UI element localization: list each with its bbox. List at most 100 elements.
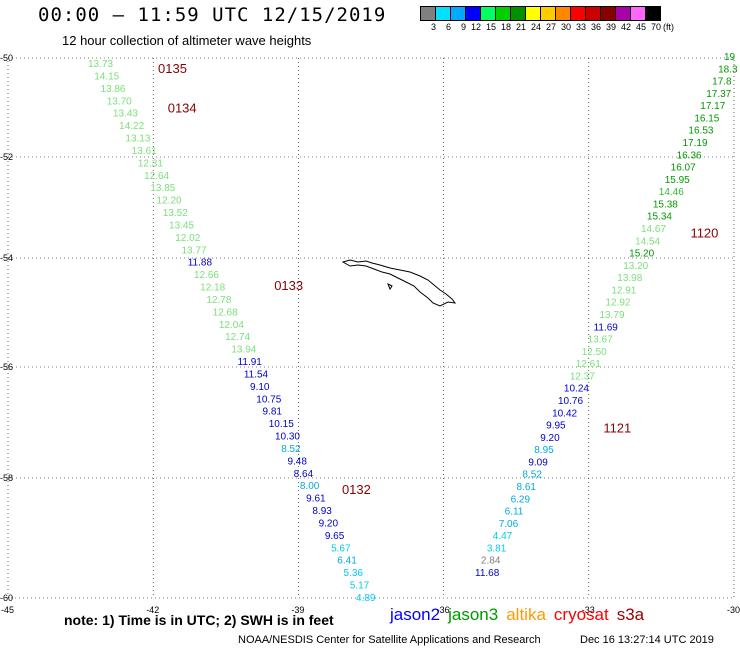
wave-height-label: 16.15 bbox=[694, 113, 719, 124]
wave-height-label: 6.11 bbox=[505, 507, 524, 518]
page-subtitle: 12 hour collection of altimeter wave hei… bbox=[62, 33, 312, 48]
lon-tick-label: -45 bbox=[1, 605, 14, 615]
wave-height-label: 8.00 bbox=[300, 481, 320, 492]
lat-tick-label: -58 bbox=[0, 473, 13, 483]
wave-height-label: 8.64 bbox=[294, 469, 314, 480]
wave-height-label: 12.64 bbox=[144, 171, 169, 182]
wave-height-label: 13.79 bbox=[600, 310, 625, 321]
colorbar-label: 42 bbox=[620, 22, 631, 32]
wave-height-label: 9.95 bbox=[546, 421, 566, 432]
generated-timestamp: Dec 16 13:27:14 UTC 2019 bbox=[580, 634, 714, 646]
wave-height-label: 14.46 bbox=[659, 187, 684, 198]
wave-height-label: 6.41 bbox=[337, 556, 357, 567]
colorbar-label: 33 bbox=[575, 22, 586, 32]
wave-height-label: 12.74 bbox=[225, 332, 250, 343]
wave-height-label: 14.54 bbox=[635, 236, 660, 247]
wave-height-label: 14.22 bbox=[119, 121, 144, 132]
wave-height-label: 18.3 bbox=[718, 64, 738, 75]
wave-height-label: 12.20 bbox=[157, 196, 182, 207]
wave-height-label: 3.81 bbox=[487, 543, 507, 554]
wave-height-label: 12.04 bbox=[219, 320, 244, 331]
wave-height-label: 12.78 bbox=[206, 295, 231, 306]
colorbar-label: 18 bbox=[500, 22, 511, 32]
wave-height-label: 8.93 bbox=[312, 506, 332, 517]
legend-item: jason2 bbox=[390, 605, 441, 624]
wave-height-label: 12.18 bbox=[200, 283, 225, 294]
wave-height-label: 8.61 bbox=[517, 482, 537, 493]
wave-height-label: 13.45 bbox=[169, 220, 194, 231]
wave-height-label: 13.52 bbox=[163, 208, 188, 219]
colorbar-label: 9 bbox=[460, 22, 466, 32]
colorbar-label: 12 bbox=[470, 22, 481, 32]
wave-height-label: 17.37 bbox=[706, 89, 731, 100]
wave-height-label: 17.17 bbox=[700, 101, 725, 112]
pass-id-label: 0132 bbox=[342, 482, 371, 497]
colorbar-label: 45 bbox=[635, 22, 646, 32]
wave-height-label: 13.67 bbox=[588, 335, 613, 346]
lon-tick-label: -33 bbox=[582, 605, 595, 615]
wave-height-label: 19 bbox=[724, 52, 736, 63]
wave-height-label: 8.52 bbox=[522, 470, 542, 481]
legend-item: cryosat bbox=[553, 605, 609, 624]
wave-height-label: 9.65 bbox=[325, 531, 345, 542]
axis-labels: -45 -42 -39 -36 -33 -30 -50 -52 -54 -56 -58 -60 bbox=[0, 53, 740, 615]
wave-height-label: 16.36 bbox=[677, 150, 702, 161]
wave-height-label: 10.24 bbox=[564, 384, 589, 395]
wave-height-label: 9.20 bbox=[319, 518, 339, 529]
wave-height-label: 12.37 bbox=[570, 371, 595, 382]
footer-note: note: 1) Time is in UTC; 2) SWH is in fe… bbox=[64, 612, 334, 628]
legend-item: s3a bbox=[616, 605, 645, 624]
wave-height-label: 10.42 bbox=[552, 408, 577, 419]
wave-height-label: 13.85 bbox=[150, 183, 175, 194]
wave-height-label: 15.20 bbox=[629, 249, 654, 260]
lat-tick-label: -56 bbox=[0, 362, 13, 372]
pass-id-label: 0133 bbox=[274, 278, 303, 293]
wave-height-label: 12.61 bbox=[576, 359, 601, 370]
wave-height-label: 5.36 bbox=[344, 568, 364, 579]
wave-height-label: 11.91 bbox=[238, 357, 263, 368]
wave-height-label: 16.07 bbox=[671, 163, 696, 174]
colorbar: 3 6 9 12 15 18 21 24 27 30 33 36 39 42 45 70 (ft) bbox=[420, 6, 674, 32]
lon-tick-label: -42 bbox=[146, 605, 159, 615]
lat-tick-label: -52 bbox=[0, 152, 13, 162]
wave-height-label: 15.95 bbox=[665, 175, 690, 186]
page-title: 00:00 – 11:59 UTC 12/15/2019 bbox=[38, 4, 387, 26]
wave-height-label: 8.95 bbox=[534, 445, 554, 456]
wave-height-label: 13.61 bbox=[132, 146, 157, 157]
pass-id-label: 0134 bbox=[168, 101, 197, 116]
wave-height-label: 10.15 bbox=[269, 419, 294, 430]
wave-height-label: 14.67 bbox=[641, 224, 666, 235]
colorbar-unit: (ft) bbox=[663, 22, 674, 32]
wave-height-label: 6.29 bbox=[511, 494, 531, 505]
wave-height-label: 12.66 bbox=[194, 270, 219, 281]
wave-height-label: 11.68 bbox=[475, 568, 500, 579]
wave-height-label: 15.34 bbox=[647, 212, 672, 223]
colorbar-swatch bbox=[645, 6, 661, 21]
wave-height-label: 10.76 bbox=[558, 396, 583, 407]
wave-height-label: 7.06 bbox=[499, 519, 519, 530]
wave-height-label: 12.50 bbox=[582, 347, 607, 358]
wave-height-label: 12.68 bbox=[213, 307, 238, 318]
pass-id-label: 0135 bbox=[158, 61, 187, 76]
wave-height-label: 10.30 bbox=[275, 432, 300, 443]
pass-id-label: 1120 bbox=[690, 226, 718, 241]
wave-height-label: 11.88 bbox=[188, 258, 213, 269]
wave-height-label: 9.61 bbox=[306, 494, 326, 505]
pass-id-label: 1121 bbox=[603, 421, 631, 436]
colorbar-label: 15 bbox=[485, 22, 496, 32]
wave-height-label: 13.98 bbox=[617, 273, 642, 284]
wave-height-label: 8.52 bbox=[281, 444, 301, 455]
credit-text: NOAA/NESDIS Center for Satellite Applica… bbox=[238, 634, 541, 646]
wave-height-label: 17.19 bbox=[683, 138, 708, 149]
map-grid bbox=[7, 57, 735, 599]
wave-height-label: 12.91 bbox=[611, 285, 636, 296]
wave-height-label: 11.54 bbox=[244, 369, 269, 380]
colorbar-labels: 3 6 9 12 15 18 21 24 27 30 33 36 39 42 45 70 (ft) bbox=[421, 22, 674, 32]
wave-height-label: 16.53 bbox=[688, 126, 713, 137]
wave-height-label: 5.17 bbox=[350, 581, 370, 592]
wave-height-label: 17.8 bbox=[712, 77, 732, 88]
island-outline bbox=[341, 259, 457, 307]
